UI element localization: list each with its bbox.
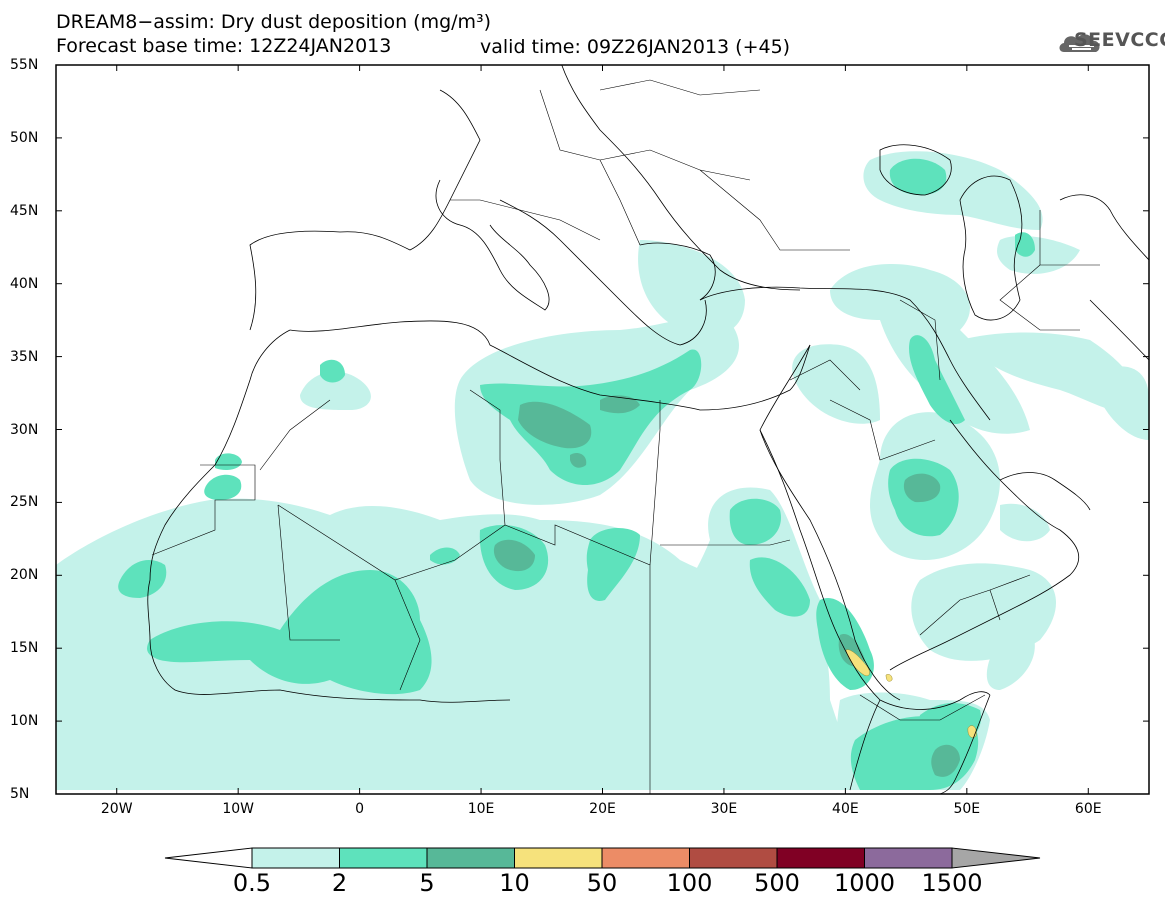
y-axis-label: 10N [10,713,39,730]
legend-color-box [339,847,428,869]
y-axis-label: 5N [10,786,30,802]
legend-label: 100 [666,869,713,897]
cloud-logo-icon [1059,34,1100,52]
legend-label: 500 [754,869,800,897]
legend-over-triangle [951,847,1041,869]
legend-color-box [689,847,778,869]
y-axis-label: 40N [10,275,39,292]
logo-text: SEEVCCC [1074,29,1165,51]
legend-color-box [601,847,690,869]
x-axis-label: 50E [953,801,981,817]
forecast-base-time: Forecast base time: 12Z24JAN2013 [56,35,392,57]
legend-color-box [514,847,603,869]
valid-time: valid time: 09Z26JAN2013 (+45) [480,36,791,58]
legend-label: 1500 [921,869,983,897]
y-axis-label: 15N [10,640,39,657]
legend-colorbar [164,847,1041,869]
x-axis-label: 20W [100,801,133,817]
y-axis-label: 55N [10,57,39,73]
y-axis-label: 20N [10,567,39,584]
legend-color-box [251,847,340,869]
x-axis-label: 10W [222,801,254,817]
axis-ticks [56,64,1149,795]
y-axis-label: 45N [10,202,39,219]
map-title: DREAM8−assim: Dry dust deposition (mg/m³… [56,11,492,33]
x-axis-label: 0 [355,801,365,817]
x-axis-label: 40E [832,801,859,817]
x-axis-label: 60E [1074,801,1102,817]
legend-label: 50 [586,869,618,897]
legend-label: 0.5 [232,869,272,897]
level-10-areas [845,649,977,738]
legend-label: 1000 [833,869,896,897]
x-axis-label: 10E [467,801,495,817]
y-axis-label: 35N [10,348,39,365]
level-5-areas [493,395,960,777]
country-borders [151,79,1100,794]
legend-color-box [426,847,515,869]
legend-label: 2 [331,869,348,897]
coastlines [147,65,1149,794]
x-axis-label: 30E [710,801,738,817]
legend-color-box [864,847,953,869]
legend-label: 5 [419,869,435,897]
x-axis-label: 20E [589,801,616,817]
y-axis-label: 50N [10,129,39,146]
legend-under-triangle [164,847,253,869]
legend-color-box [776,847,865,869]
legend-label: 10 [499,869,530,897]
y-axis-label: 25N [10,494,39,511]
deposition-fields [56,151,1149,790]
y-axis-label: 30N [10,421,39,438]
